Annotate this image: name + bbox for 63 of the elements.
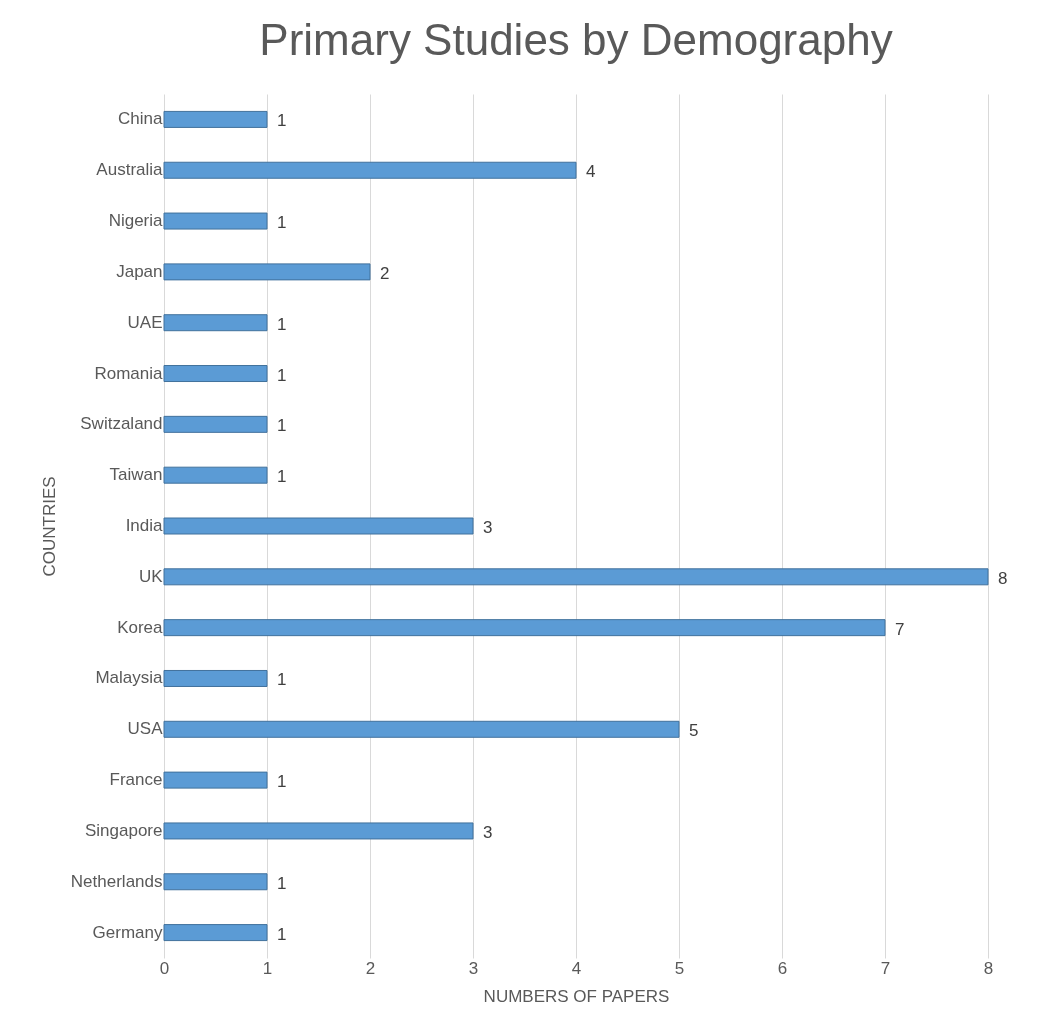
bar <box>163 568 989 586</box>
bar <box>163 161 577 179</box>
x-axis-title: NUMBERS OF PAPERS <box>483 986 670 1006</box>
bar <box>163 365 268 383</box>
data-label: 7 <box>895 619 905 639</box>
y-tick-label: Australia <box>96 160 164 180</box>
x-tick-label: 8 <box>983 958 994 978</box>
x-tick-label: 6 <box>777 958 788 978</box>
x-tick-label: 4 <box>571 958 582 978</box>
y-tick-label: UAE <box>127 312 163 332</box>
x-tick-label: 7 <box>880 958 891 978</box>
y-axis-title: COUNTRIES <box>39 476 59 577</box>
y-tick-label: Romania <box>94 363 164 383</box>
y-tick-label: Singapore <box>84 820 163 840</box>
bar <box>163 212 268 230</box>
data-label: 3 <box>483 518 493 537</box>
x-tick-label: 1 <box>262 958 273 978</box>
y-tick-label: Korea <box>117 617 164 637</box>
bar <box>163 314 268 332</box>
y-tick-label: Netherlands <box>70 871 163 891</box>
y-tick-label: Taiwan <box>109 465 163 485</box>
data-label: 1 <box>277 924 287 944</box>
data-label: 8 <box>998 568 1008 588</box>
bar <box>163 771 268 789</box>
data-label: 1 <box>277 873 287 893</box>
data-label: 1 <box>277 772 287 792</box>
data-label: 5 <box>689 721 699 741</box>
bar <box>163 415 268 433</box>
y-tick-label: China <box>118 109 164 129</box>
y-tick-label: Japan <box>116 261 163 281</box>
bar <box>163 669 268 687</box>
y-tick-label: Germany <box>92 922 163 942</box>
data-label: 1 <box>277 670 287 690</box>
y-tick-label: France <box>109 770 163 790</box>
bar <box>163 517 474 535</box>
bar <box>163 466 268 484</box>
y-tick-label: Malaysia <box>95 668 164 688</box>
y-tick-label: USA <box>127 719 164 739</box>
bar <box>163 720 680 738</box>
bar <box>163 873 268 891</box>
bar <box>163 924 268 942</box>
y-tick-label: India <box>125 516 164 535</box>
bar <box>163 110 268 128</box>
bar <box>163 263 371 281</box>
data-label: 2 <box>380 263 390 283</box>
data-label: 4 <box>586 162 596 182</box>
data-label: 1 <box>277 416 287 436</box>
x-tick-label: 0 <box>159 958 170 978</box>
bar <box>163 619 886 637</box>
bar <box>163 822 474 840</box>
data-label: 1 <box>277 213 287 233</box>
x-tick-label: 2 <box>365 958 376 978</box>
y-tick-label: Switzaland <box>80 414 163 434</box>
data-label: 1 <box>277 314 287 334</box>
data-label: 3 <box>483 822 493 842</box>
y-tick-label: Nigeria <box>108 211 164 231</box>
x-tick-label: 5 <box>674 958 685 978</box>
y-tick-label: UK <box>138 566 164 586</box>
x-tick-label: 3 <box>468 958 479 978</box>
data-label: 1 <box>277 365 287 385</box>
data-label: 1 <box>277 467 287 487</box>
data-label: 1 <box>277 111 287 131</box>
chart-title: Primary Studies by Demography <box>259 15 893 64</box>
